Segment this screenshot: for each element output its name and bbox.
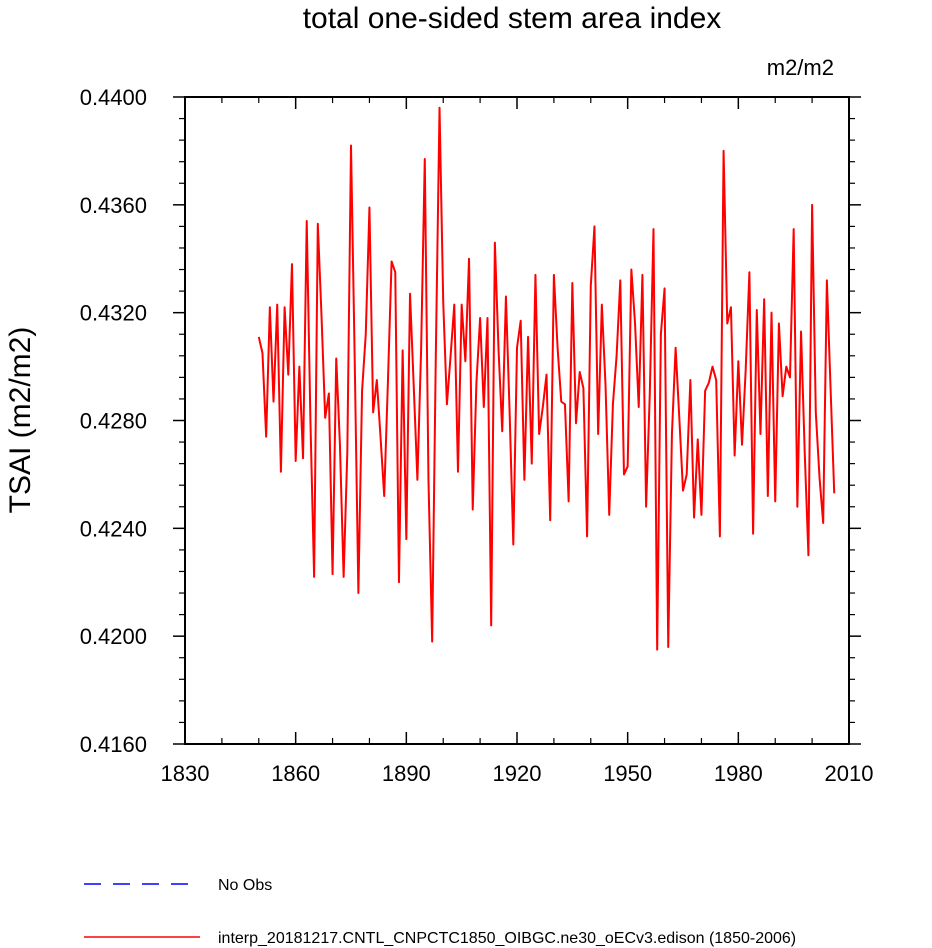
x-tick-label: 1980 [714,761,763,786]
legend-label-no-obs: No Obs [218,877,272,894]
legend: No Obs interp_20181217.CNTL_CNPCTC1850_O… [84,877,796,947]
y-tick-label: 0.4280 [80,409,147,434]
series-line [257,106,836,651]
units-label: m2/m2 [767,55,834,80]
y-tick-label: 0.4400 [80,85,147,110]
x-tick-label: 1950 [603,761,652,786]
axis-ticks [173,96,861,745]
series-layer [257,106,836,651]
x-tick-label: 2010 [825,761,874,786]
x-tick-label: 1890 [382,761,431,786]
y-axis-label: TSAI (m2/m2) [4,327,37,514]
y-tick-label: 0.4160 [80,732,147,757]
x-tick-label: 1920 [493,761,542,786]
y-tick-label: 0.4200 [80,624,147,649]
y-tick-label: 0.4360 [80,193,147,218]
y-tick-label: 0.4320 [80,301,147,326]
legend-label-model-run: interp_20181217.CNTL_CNPCTC1850_OIBGC.ne… [218,930,796,947]
plot-frame [184,96,850,745]
y-tick-labels: 0.4160 0.4200 0.4240 0.4280 0.4320 0.4360 0.44… [80,85,147,757]
x-tick-label: 1830 [161,761,210,786]
x-tick-label: 1860 [271,761,320,786]
x-tick-labels: 1830 1860 1890 1920 1950 1980 2010 [161,761,874,786]
chart-title: total one-sided stem area index [303,2,722,35]
y-tick-label: 0.4240 [80,516,147,541]
